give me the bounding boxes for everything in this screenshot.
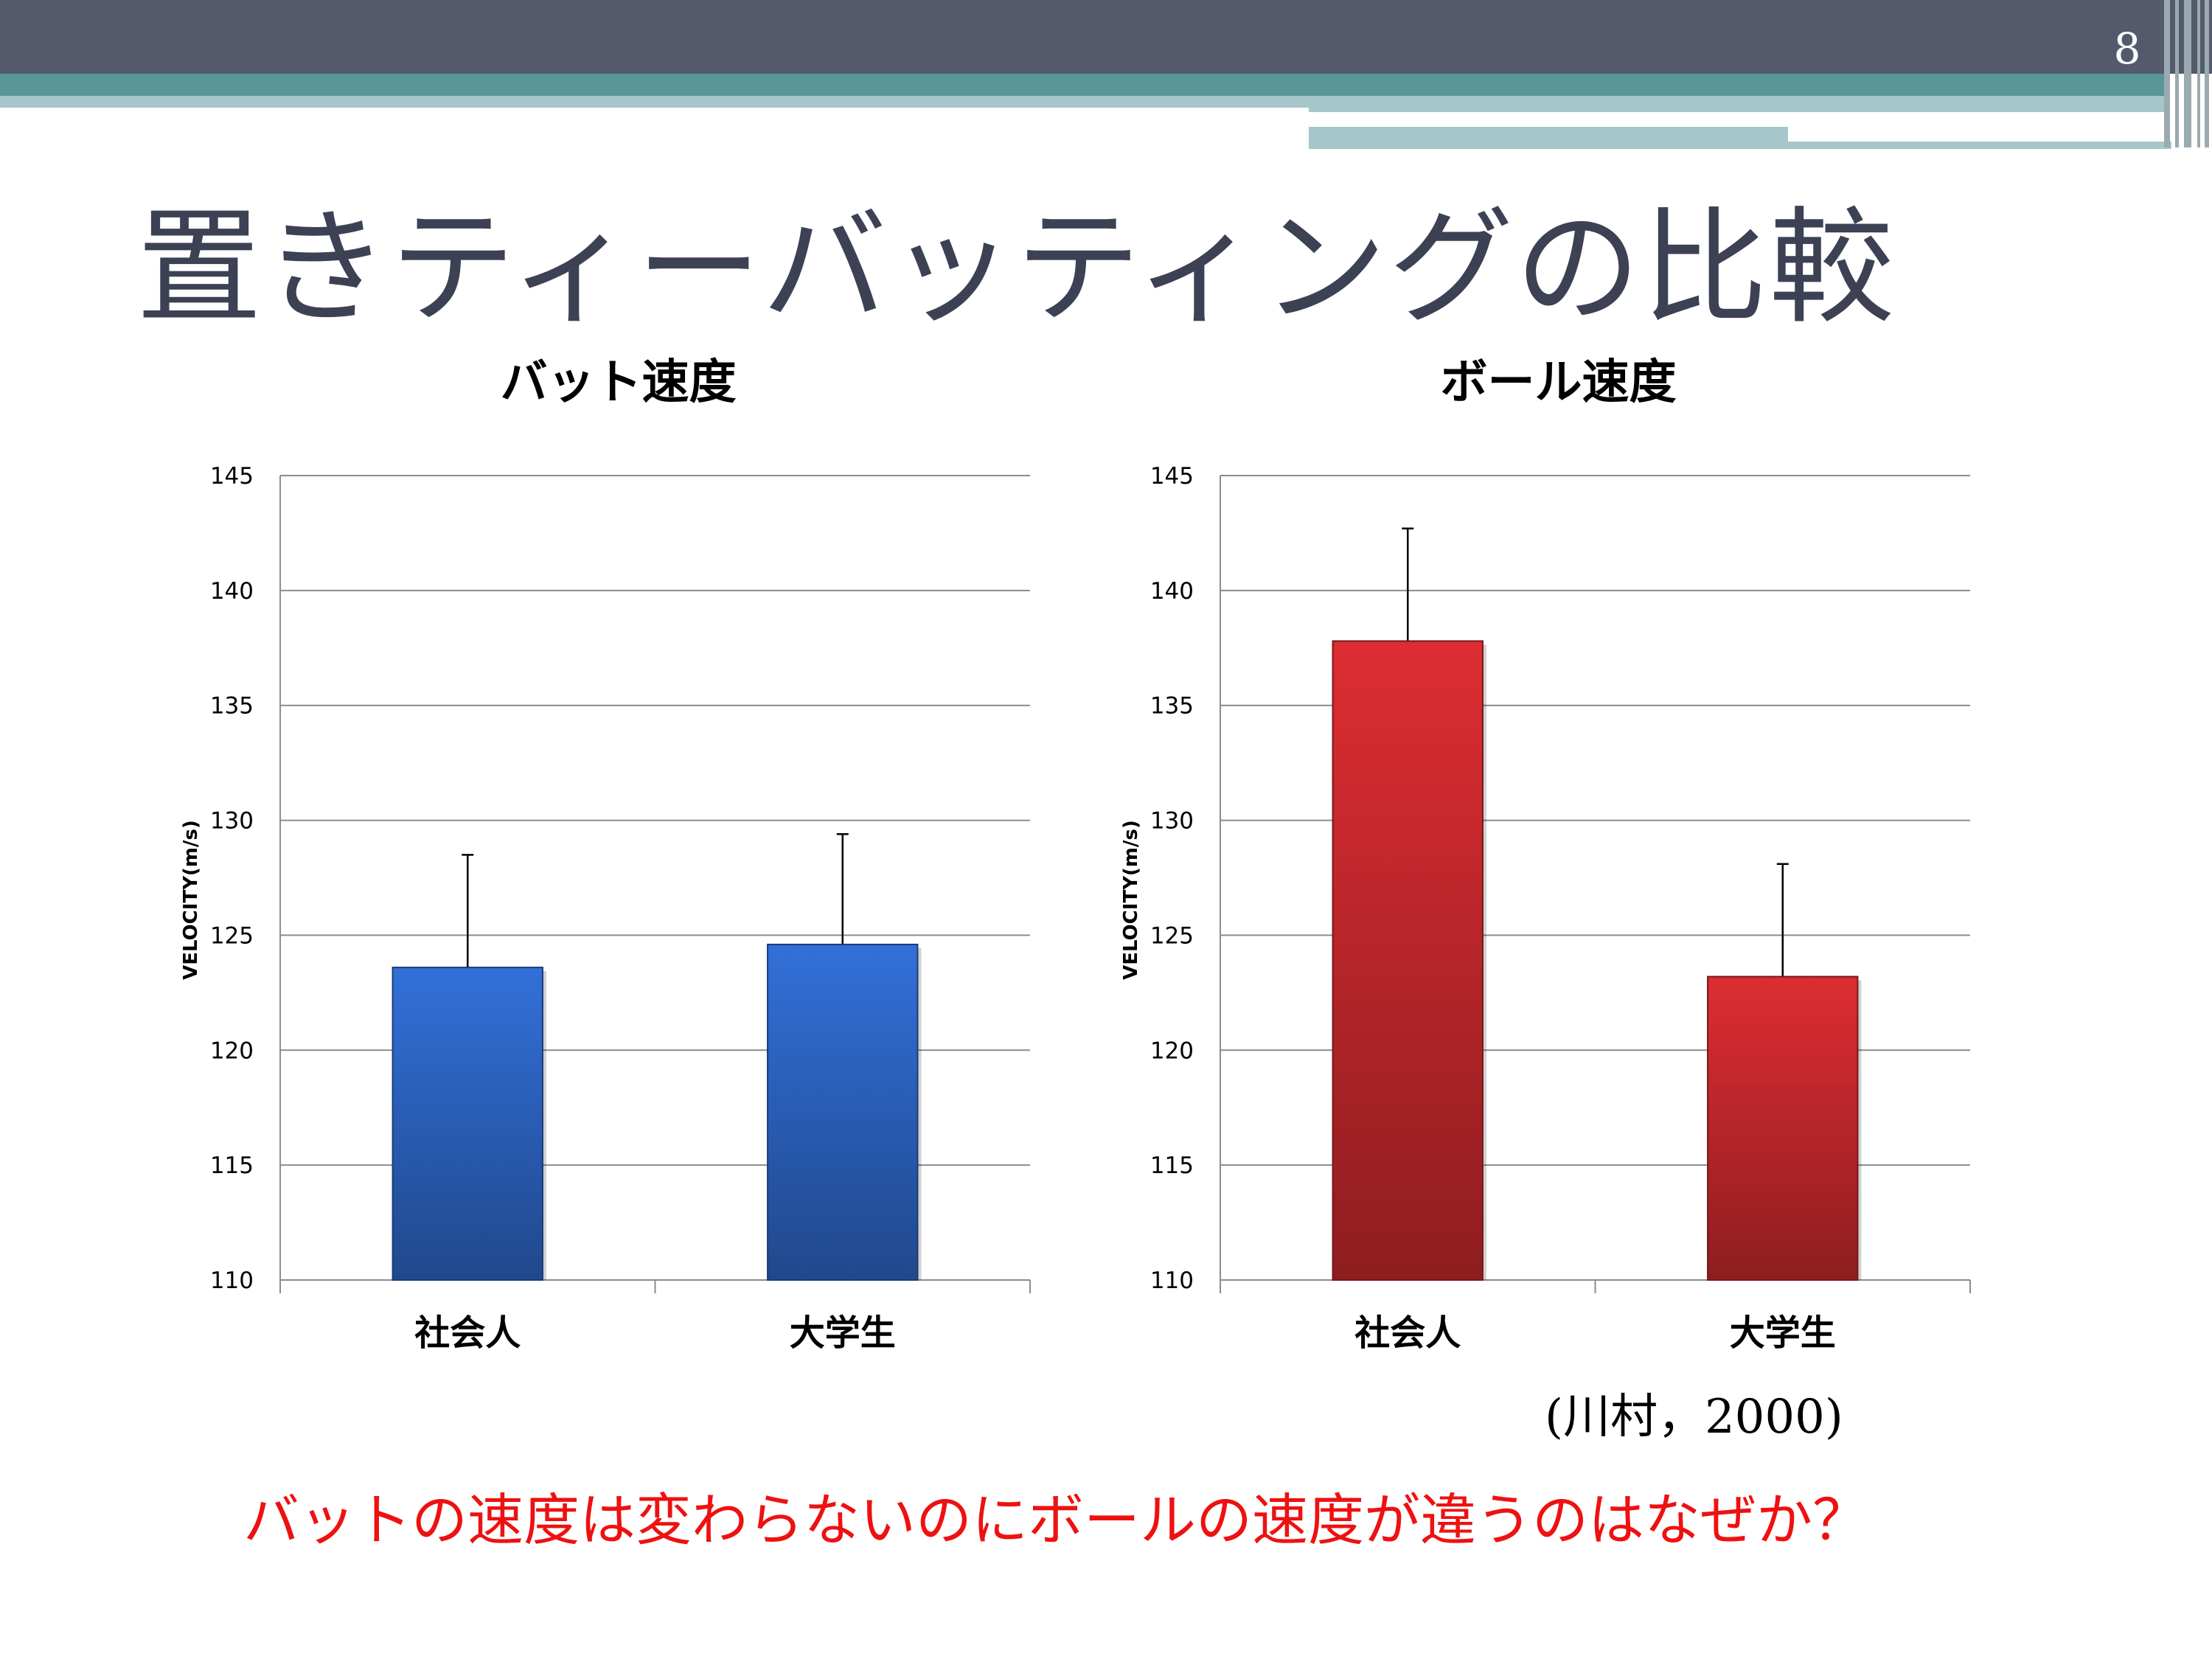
y-tick-label: 120	[1150, 1037, 1194, 1064]
x-category-label: 社会人	[414, 1312, 521, 1354]
y-tick-label: 115	[210, 1152, 254, 1179]
ball-speed-chart-svg: ボール速度 110 115 120 125 130 135 140 145 VELOCITY(m/…	[1120, 355, 1971, 1354]
y-tick-label: 140	[210, 578, 254, 605]
y-tick-label: 125	[1150, 922, 1194, 949]
chart-title: バット速度	[501, 355, 737, 410]
header-band-teal	[0, 74, 2164, 96]
bar	[1707, 975, 1859, 1281]
header-stripe	[2205, 0, 2209, 147]
y-tick-label: 115	[1150, 1152, 1194, 1179]
header-band-light-right-step	[1788, 142, 2171, 149]
bar	[392, 967, 543, 1281]
x-category-label: 大学生	[790, 1312, 896, 1354]
header-band-divider	[1309, 119, 2050, 125]
y-tick-label: 140	[1150, 578, 1194, 605]
chart-title: ボール速度	[1441, 355, 1677, 410]
citation: (川村，2000)	[1545, 1390, 1843, 1444]
y-tick-label: 110	[1150, 1267, 1194, 1294]
header-band-dark	[0, 0, 2212, 74]
page-number: 8	[2113, 24, 2141, 74]
x-category-label: 社会人	[1354, 1312, 1461, 1354]
y-tick-label: 135	[210, 693, 254, 720]
header-stripe	[2175, 0, 2179, 147]
y-tick-label: 110	[210, 1267, 254, 1294]
y-axis-title: VELOCITY(m/s)	[1120, 820, 1142, 980]
header-stripe	[2197, 0, 2200, 147]
header-band-light-right	[1309, 96, 2164, 112]
y-axis-title: VELOCITY(m/s)	[180, 820, 202, 980]
header-band-light	[0, 96, 1309, 108]
bar	[1332, 640, 1484, 1281]
y-tick-label: 145	[210, 463, 254, 490]
header-stripe	[2164, 0, 2170, 147]
y-tick-label: 145	[1150, 463, 1194, 490]
header-stripe	[2184, 0, 2191, 147]
slide-title: 置きティーバッティングの比較	[136, 195, 1896, 341]
bat-speed-chart-svg: バット速度 110 115 120 125 130 135 140 145 VELOCITY(m/…	[180, 355, 1031, 1354]
ball-speed-chart: ボール速度 110 115 120 125 130 135 140 145 VELOCITY(m/…	[1073, 347, 2031, 1379]
bar	[767, 943, 919, 1281]
x-category-label: 大学生	[1730, 1312, 1836, 1354]
question-text: バットの速度は変わらないのにボールの速度が違うのはなぜか？	[243, 1487, 1868, 1553]
y-tick-label: 125	[210, 922, 254, 949]
y-tick-label: 135	[1150, 693, 1194, 720]
y-tick-label: 130	[1150, 808, 1194, 835]
y-tick-label: 130	[210, 808, 254, 835]
y-tick-label: 120	[210, 1037, 254, 1064]
header-band-light-right-lower	[1309, 127, 1788, 149]
bat-speed-chart: バット速度 110 115 120 125 130 135 140 145 VELOCITY(m/…	[133, 347, 1091, 1379]
